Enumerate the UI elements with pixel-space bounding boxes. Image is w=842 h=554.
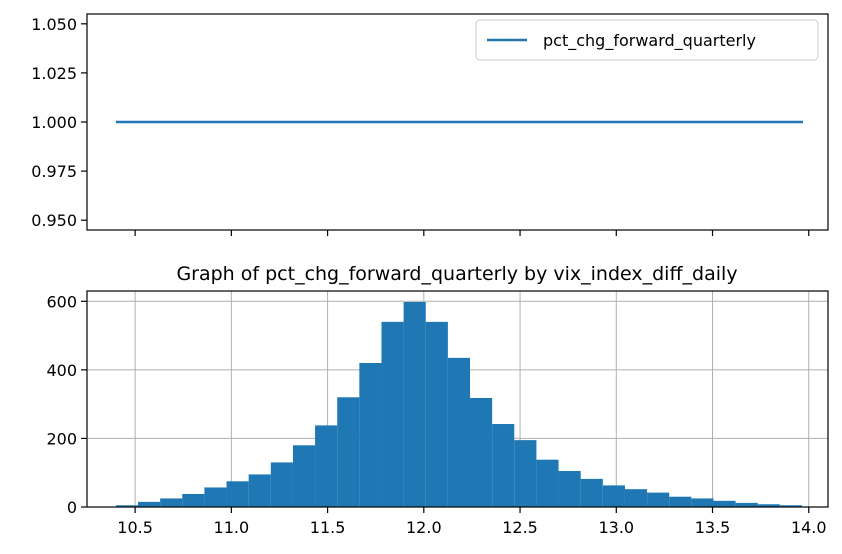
bottom-x-tick-label: 14.0 [791, 518, 827, 537]
histogram-bar [337, 397, 360, 507]
bottom-x-tick-label: 13.5 [695, 518, 731, 537]
bottom-y-tick-label: 400 [46, 361, 77, 380]
bottom-axes: Graph of pct_chg_forward_quarterly by vi… [46, 263, 829, 537]
bottom-y-ticks: 0 200 400 600 [46, 292, 87, 517]
top-axes: 0.950 0.975 1.000 1.025 1.050 pct_chg_forwar… [31, 13, 829, 236]
top-y-ticks: 0.950 0.975 1.000 1.025 1.050 [31, 15, 87, 230]
bottom-x-tick-label: 12.0 [406, 518, 442, 537]
histogram-bar [713, 500, 736, 507]
histogram-bar [470, 397, 493, 507]
histogram-bar [182, 493, 205, 507]
histogram-bar [160, 498, 183, 507]
bottom-x-tick-label: 11.0 [214, 518, 250, 537]
histogram-bar [757, 504, 780, 507]
histogram-bar [647, 492, 670, 507]
histogram-bar [381, 321, 404, 507]
histogram-bar [447, 357, 471, 507]
histogram-bar [536, 459, 559, 507]
histogram-bar [580, 478, 603, 507]
histogram-bar [492, 424, 515, 507]
bottom-x-tick-label: 12.5 [502, 518, 538, 537]
histogram-bars [115, 301, 803, 507]
top-y-tick-label: 1.000 [31, 113, 77, 132]
histogram-bar [691, 498, 714, 507]
histogram-bar [624, 489, 648, 507]
legend: pct_chg_forward_quarterly [475, 19, 819, 61]
top-y-tick-label: 1.050 [31, 15, 77, 34]
histogram-bar [292, 445, 316, 507]
top-x-ticks [134, 230, 810, 236]
histogram-bar [204, 487, 227, 507]
top-y-tick-label: 0.975 [31, 162, 77, 181]
top-y-tick-label: 1.025 [31, 64, 77, 83]
histogram-title: Graph of pct_chg_forward_quarterly by vi… [176, 263, 737, 285]
bottom-y-tick-label: 0 [67, 498, 77, 517]
histogram-bar [270, 462, 293, 507]
bottom-y-tick-label: 600 [46, 292, 77, 311]
histogram-bar [558, 471, 581, 507]
bottom-x-ticks: 10.5 11.0 11.5 12.0 12.5 13.0 13.5 14.0 [117, 507, 827, 537]
bottom-x-tick-label: 11.5 [310, 518, 346, 537]
top-y-tick-label: 0.950 [31, 211, 77, 230]
histogram-bar [138, 501, 161, 507]
legend-box [475, 19, 819, 61]
histogram-bar [602, 485, 625, 507]
top-axes-frame [86, 13, 829, 231]
histogram-bar [226, 481, 249, 507]
bottom-x-tick-label: 10.5 [117, 518, 153, 537]
histogram-bar [779, 505, 803, 507]
bottom-x-tick-label: 13.0 [598, 518, 634, 537]
histogram-bar [315, 425, 338, 507]
histogram-bar [248, 474, 271, 507]
histogram-bar [669, 496, 692, 507]
legend-label: pct_chg_forward_quarterly [543, 31, 756, 51]
histogram-bar [425, 321, 448, 507]
histogram-bar [359, 363, 382, 507]
histogram-bar [115, 505, 139, 507]
histogram-bar [735, 502, 758, 507]
bottom-axes-frame [86, 290, 829, 508]
histogram-bar [514, 440, 537, 507]
bottom-y-tick-label: 200 [46, 429, 77, 448]
histogram-bar [403, 301, 426, 507]
